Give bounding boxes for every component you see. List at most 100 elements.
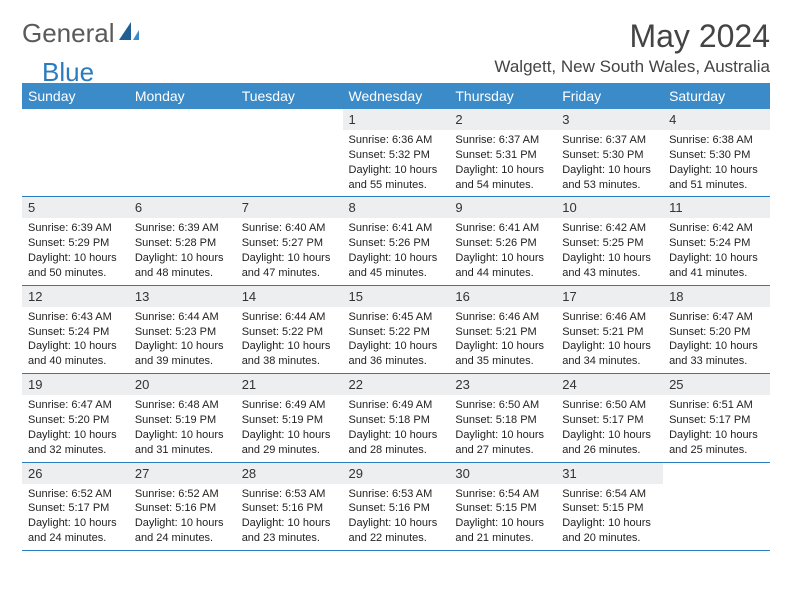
day-data: Sunrise: 6:42 AMSunset: 5:24 PMDaylight:… [663, 218, 770, 284]
day-data: Sunrise: 6:39 AMSunset: 5:29 PMDaylight:… [22, 218, 129, 284]
day-data: Sunrise: 6:52 AMSunset: 5:16 PMDaylight:… [129, 484, 236, 550]
day-number: 29 [343, 463, 450, 484]
day-data: Sunrise: 6:47 AMSunset: 5:20 PMDaylight:… [22, 395, 129, 461]
calendar-cell: 20Sunrise: 6:48 AMSunset: 5:19 PMDayligh… [129, 374, 236, 462]
day-data: Sunrise: 6:41 AMSunset: 5:26 PMDaylight:… [343, 218, 450, 284]
calendar-cell: 3Sunrise: 6:37 AMSunset: 5:30 PMDaylight… [556, 109, 663, 197]
day-number: 9 [449, 197, 556, 218]
calendar-week-row: 12Sunrise: 6:43 AMSunset: 5:24 PMDayligh… [22, 285, 770, 373]
day-number: 17 [556, 286, 663, 307]
calendar-cell: 12Sunrise: 6:43 AMSunset: 5:24 PMDayligh… [22, 285, 129, 373]
weekday-header: Monday [129, 83, 236, 109]
calendar-table: SundayMondayTuesdayWednesdayThursdayFrid… [22, 83, 770, 551]
day-data: Sunrise: 6:52 AMSunset: 5:17 PMDaylight:… [22, 484, 129, 550]
day-number: 16 [449, 286, 556, 307]
calendar-cell [22, 109, 129, 197]
day-data: Sunrise: 6:37 AMSunset: 5:31 PMDaylight:… [449, 130, 556, 196]
day-data: Sunrise: 6:43 AMSunset: 5:24 PMDaylight:… [22, 307, 129, 373]
day-data: Sunrise: 6:47 AMSunset: 5:20 PMDaylight:… [663, 307, 770, 373]
calendar-cell [236, 109, 343, 197]
weekday-header: Thursday [449, 83, 556, 109]
day-data: Sunrise: 6:49 AMSunset: 5:19 PMDaylight:… [236, 395, 343, 461]
day-number: 22 [343, 374, 450, 395]
day-number: 6 [129, 197, 236, 218]
day-data: Sunrise: 6:40 AMSunset: 5:27 PMDaylight:… [236, 218, 343, 284]
logo-sail-icon [117, 20, 141, 47]
day-data: Sunrise: 6:48 AMSunset: 5:19 PMDaylight:… [129, 395, 236, 461]
calendar-cell [663, 462, 770, 550]
calendar-cell [129, 109, 236, 197]
day-data: Sunrise: 6:51 AMSunset: 5:17 PMDaylight:… [663, 395, 770, 461]
day-number: 21 [236, 374, 343, 395]
calendar-cell: 21Sunrise: 6:49 AMSunset: 5:19 PMDayligh… [236, 374, 343, 462]
weekday-header: Saturday [663, 83, 770, 109]
calendar-cell: 10Sunrise: 6:42 AMSunset: 5:25 PMDayligh… [556, 197, 663, 285]
day-number: 19 [22, 374, 129, 395]
day-data: Sunrise: 6:44 AMSunset: 5:23 PMDaylight:… [129, 307, 236, 373]
day-number: 14 [236, 286, 343, 307]
calendar-cell: 7Sunrise: 6:40 AMSunset: 5:27 PMDaylight… [236, 197, 343, 285]
calendar-cell: 6Sunrise: 6:39 AMSunset: 5:28 PMDaylight… [129, 197, 236, 285]
day-number: 31 [556, 463, 663, 484]
day-data: Sunrise: 6:44 AMSunset: 5:22 PMDaylight:… [236, 307, 343, 373]
calendar-cell: 22Sunrise: 6:49 AMSunset: 5:18 PMDayligh… [343, 374, 450, 462]
day-number: 20 [129, 374, 236, 395]
calendar-week-row: 1Sunrise: 6:36 AMSunset: 5:32 PMDaylight… [22, 109, 770, 197]
day-number: 24 [556, 374, 663, 395]
day-number: 28 [236, 463, 343, 484]
header: General May 2024 Walgett, New South Wale… [22, 18, 770, 77]
logo-text-general: General [22, 18, 115, 49]
day-data: Sunrise: 6:46 AMSunset: 5:21 PMDaylight:… [556, 307, 663, 373]
calendar-body: 1Sunrise: 6:36 AMSunset: 5:32 PMDaylight… [22, 109, 770, 550]
location-text: Walgett, New South Wales, Australia [494, 57, 770, 77]
day-number: 3 [556, 109, 663, 130]
day-data: Sunrise: 6:49 AMSunset: 5:18 PMDaylight:… [343, 395, 450, 461]
day-number: 7 [236, 197, 343, 218]
month-title: May 2024 [494, 18, 770, 55]
day-data: Sunrise: 6:54 AMSunset: 5:15 PMDaylight:… [449, 484, 556, 550]
day-number: 4 [663, 109, 770, 130]
day-number: 10 [556, 197, 663, 218]
calendar-cell: 18Sunrise: 6:47 AMSunset: 5:20 PMDayligh… [663, 285, 770, 373]
day-number: 26 [22, 463, 129, 484]
day-data: Sunrise: 6:54 AMSunset: 5:15 PMDaylight:… [556, 484, 663, 550]
calendar-cell: 16Sunrise: 6:46 AMSunset: 5:21 PMDayligh… [449, 285, 556, 373]
day-number: 23 [449, 374, 556, 395]
calendar-cell: 28Sunrise: 6:53 AMSunset: 5:16 PMDayligh… [236, 462, 343, 550]
logo-text-blue: Blue [42, 57, 94, 88]
day-number: 18 [663, 286, 770, 307]
calendar-cell: 15Sunrise: 6:45 AMSunset: 5:22 PMDayligh… [343, 285, 450, 373]
calendar-week-row: 19Sunrise: 6:47 AMSunset: 5:20 PMDayligh… [22, 374, 770, 462]
calendar-cell: 14Sunrise: 6:44 AMSunset: 5:22 PMDayligh… [236, 285, 343, 373]
day-data: Sunrise: 6:37 AMSunset: 5:30 PMDaylight:… [556, 130, 663, 196]
calendar-cell: 29Sunrise: 6:53 AMSunset: 5:16 PMDayligh… [343, 462, 450, 550]
calendar-week-row: 5Sunrise: 6:39 AMSunset: 5:29 PMDaylight… [22, 197, 770, 285]
day-data: Sunrise: 6:45 AMSunset: 5:22 PMDaylight:… [343, 307, 450, 373]
calendar-cell: 13Sunrise: 6:44 AMSunset: 5:23 PMDayligh… [129, 285, 236, 373]
day-data: Sunrise: 6:53 AMSunset: 5:16 PMDaylight:… [236, 484, 343, 550]
weekday-header: Friday [556, 83, 663, 109]
calendar-cell: 25Sunrise: 6:51 AMSunset: 5:17 PMDayligh… [663, 374, 770, 462]
weekday-header: Tuesday [236, 83, 343, 109]
calendar-week-row: 26Sunrise: 6:52 AMSunset: 5:17 PMDayligh… [22, 462, 770, 550]
calendar-cell: 19Sunrise: 6:47 AMSunset: 5:20 PMDayligh… [22, 374, 129, 462]
day-number: 11 [663, 197, 770, 218]
day-data: Sunrise: 6:46 AMSunset: 5:21 PMDaylight:… [449, 307, 556, 373]
day-number: 30 [449, 463, 556, 484]
day-number: 2 [449, 109, 556, 130]
calendar-cell: 4Sunrise: 6:38 AMSunset: 5:30 PMDaylight… [663, 109, 770, 197]
day-data: Sunrise: 6:53 AMSunset: 5:16 PMDaylight:… [343, 484, 450, 550]
calendar-cell: 11Sunrise: 6:42 AMSunset: 5:24 PMDayligh… [663, 197, 770, 285]
calendar-cell: 8Sunrise: 6:41 AMSunset: 5:26 PMDaylight… [343, 197, 450, 285]
day-number: 13 [129, 286, 236, 307]
day-data: Sunrise: 6:42 AMSunset: 5:25 PMDaylight:… [556, 218, 663, 284]
day-number: 15 [343, 286, 450, 307]
weekday-header-row: SundayMondayTuesdayWednesdayThursdayFrid… [22, 83, 770, 109]
day-data: Sunrise: 6:39 AMSunset: 5:28 PMDaylight:… [129, 218, 236, 284]
day-number: 12 [22, 286, 129, 307]
logo: General [22, 18, 141, 49]
day-data: Sunrise: 6:50 AMSunset: 5:18 PMDaylight:… [449, 395, 556, 461]
day-number: 5 [22, 197, 129, 218]
day-data: Sunrise: 6:41 AMSunset: 5:26 PMDaylight:… [449, 218, 556, 284]
calendar-cell: 1Sunrise: 6:36 AMSunset: 5:32 PMDaylight… [343, 109, 450, 197]
